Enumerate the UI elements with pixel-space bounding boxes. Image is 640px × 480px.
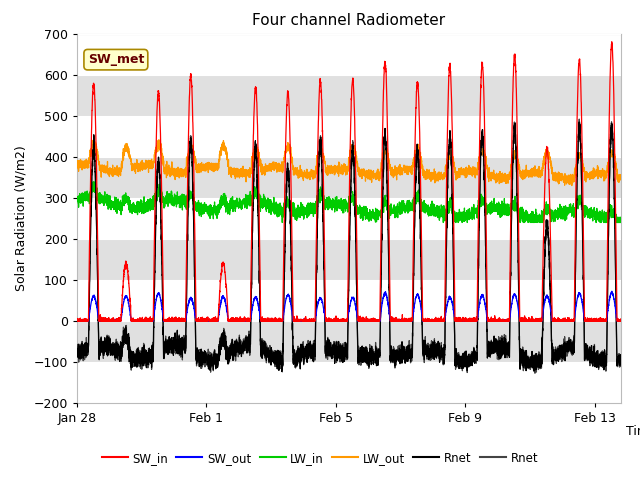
Bar <box>77 116 621 157</box>
Bar <box>77 321 621 362</box>
Bar <box>77 239 621 280</box>
Text: SW_met: SW_met <box>88 53 144 66</box>
Title: Four channel Radiometer: Four channel Radiometer <box>252 13 445 28</box>
Legend: SW_in, SW_out, LW_in, LW_out, Rnet, Rnet: SW_in, SW_out, LW_in, LW_out, Rnet, Rnet <box>97 447 543 469</box>
X-axis label: Time: Time <box>626 425 640 438</box>
Bar <box>77 362 621 403</box>
Bar <box>77 34 621 75</box>
Bar <box>77 157 621 198</box>
Bar <box>77 75 621 116</box>
Bar <box>77 280 621 321</box>
Y-axis label: Solar Radiation (W/m2): Solar Radiation (W/m2) <box>15 145 28 291</box>
Bar <box>77 198 621 239</box>
